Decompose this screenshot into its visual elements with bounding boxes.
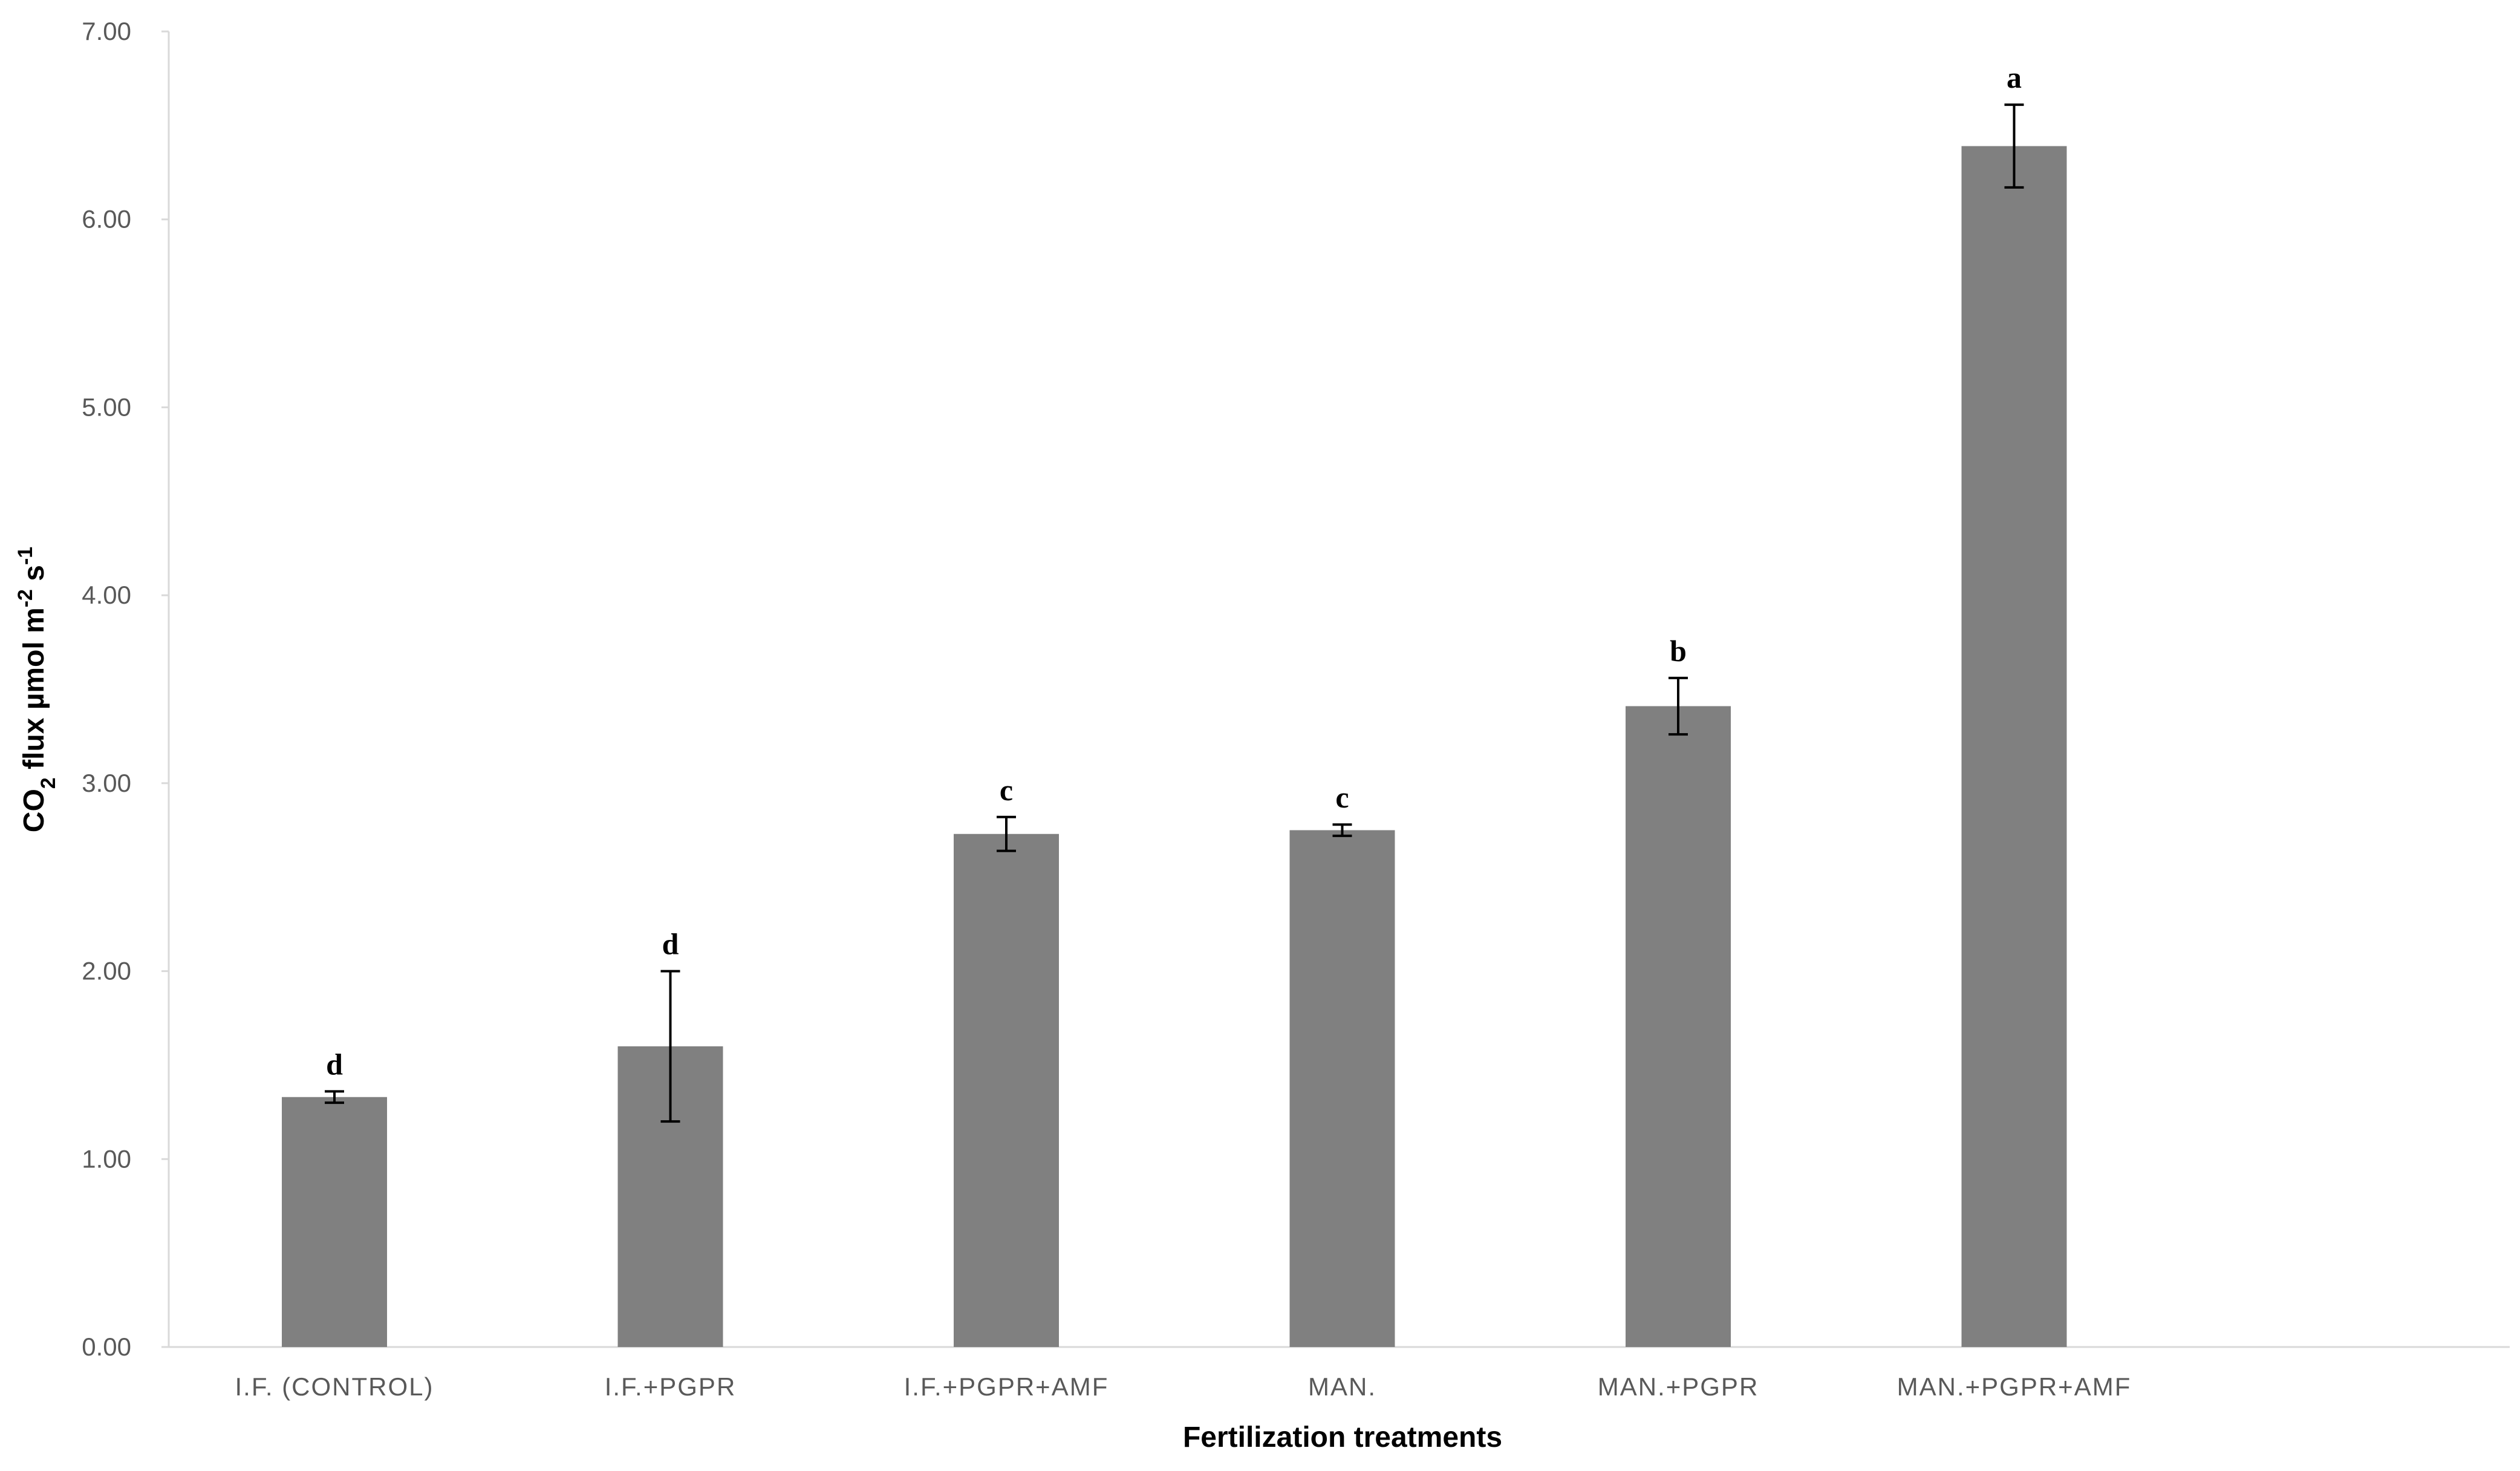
y-axis-title-part: -1 xyxy=(14,547,37,565)
significance-label: b xyxy=(1670,634,1687,668)
y-axis-title-part: 2 xyxy=(37,777,60,789)
significance-label: d xyxy=(326,1047,343,1081)
bar xyxy=(1961,146,2067,1347)
y-axis-title-part: -2 xyxy=(14,589,37,607)
error-bars-layer xyxy=(325,103,2024,1123)
y-tick-label: 2.00 xyxy=(82,957,131,985)
y-tick-label: 3.00 xyxy=(82,769,131,797)
significance-label: c xyxy=(1335,780,1349,814)
significance-labels-layer: d d c c b a xyxy=(326,60,2022,1081)
y-axis-title-part: flux µmol m xyxy=(18,607,50,777)
x-axis-ticks: I.F. (CONTROL) I.F.+PGPR I.F.+PGPR+AMF MAN.… xyxy=(235,1372,2132,1401)
error-bar xyxy=(325,1090,344,1104)
error-bar xyxy=(660,970,680,1123)
error-bar xyxy=(997,815,1016,852)
x-tick-label: I.F. (CONTROL) xyxy=(235,1372,434,1401)
x-tick-label: MAN. xyxy=(1308,1372,1376,1401)
y-tick-label: 0.00 xyxy=(82,1332,131,1361)
error-bar xyxy=(1332,823,1352,837)
y-axis-ticks: 0.00 1.00 2.00 3.00 4.00 5.00 6.00 7.00 xyxy=(82,17,169,1361)
y-tick-label: 1.00 xyxy=(82,1144,131,1173)
x-tick-label: I.F.+PGPR+AMF xyxy=(904,1372,1109,1401)
bars-layer xyxy=(282,146,2067,1347)
bar xyxy=(954,833,1059,1347)
y-tick-label: 4.00 xyxy=(82,581,131,609)
error-bar xyxy=(2004,103,2024,189)
bar xyxy=(1289,830,1395,1347)
x-tick-label: MAN.+PGPR+AMF xyxy=(1897,1372,2132,1401)
error-bar xyxy=(1669,676,1688,736)
significance-label: c xyxy=(1000,773,1013,807)
y-axis-title: CO2 flux µmol m-2 s-1 xyxy=(14,547,60,832)
y-tick-label: 6.00 xyxy=(82,205,131,233)
x-tick-label: MAN.+PGPR xyxy=(1598,1372,1759,1401)
bar xyxy=(282,1097,387,1347)
bar xyxy=(1626,706,1731,1347)
x-axis-title: Fertilization treatments xyxy=(1183,1421,1502,1453)
y-tick-label: 7.00 xyxy=(82,17,131,45)
significance-label: a xyxy=(2007,60,2022,94)
y-axis-title-part: CO xyxy=(18,789,50,832)
x-tick-label: I.F.+PGPR xyxy=(605,1372,737,1401)
significance-label: d xyxy=(662,927,679,961)
y-tick-label: 5.00 xyxy=(82,393,131,421)
y-axis-title-part: s xyxy=(18,565,50,589)
